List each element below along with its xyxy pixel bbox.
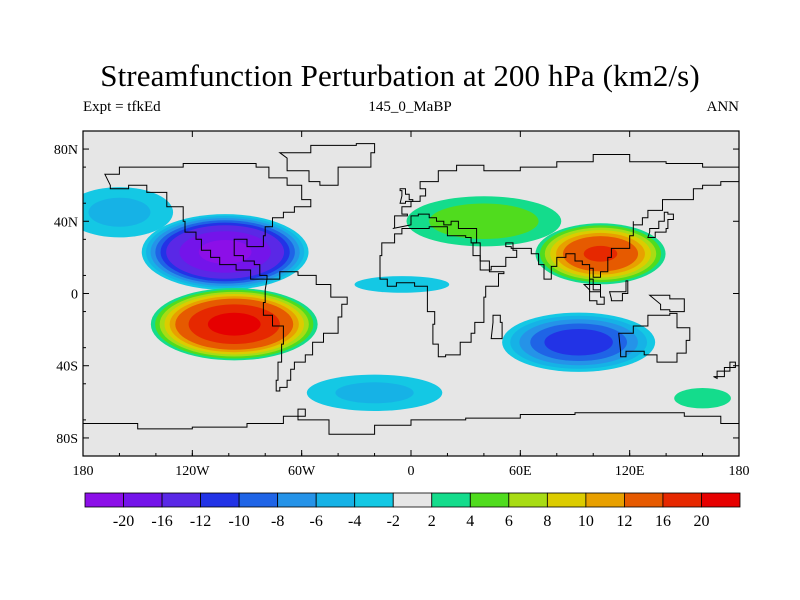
- colorbar-swatch: [431, 492, 471, 508]
- x-tick-label: 0: [408, 464, 415, 479]
- y-tick-label: 0: [71, 288, 78, 303]
- cell-southern-ocean-trough: [306, 374, 443, 411]
- colorbar-swatch: [469, 492, 510, 508]
- colorbar-swatch: [392, 492, 433, 508]
- colorbar-label: 12: [616, 513, 632, 530]
- y-tick-label: 80N: [54, 143, 78, 158]
- cell-south-indian-low: [502, 312, 656, 372]
- axis-ticks: 80N 40N 0 40S 80S 180 120W 60W 0 60E 120E 180: [54, 130, 750, 479]
- colorbar-swatch: [123, 492, 163, 508]
- colorbar-swatch: [84, 492, 124, 508]
- coastline-shape: [262, 271, 348, 392]
- colorbar-label: 20: [693, 513, 709, 530]
- coastline-shape: [104, 163, 312, 280]
- colorbar-swatch: [546, 492, 587, 508]
- cell-tropical-atlantic-low: [354, 276, 450, 293]
- season-label: ANN: [706, 99, 740, 115]
- coastlines: [83, 143, 739, 456]
- level-band: [198, 239, 252, 264]
- coastline-shape: [399, 188, 414, 204]
- colorbar-label: -10: [228, 513, 249, 530]
- experiment-label: Expt = tfkEd: [83, 99, 161, 115]
- colorbar-label: -16: [151, 513, 172, 530]
- cell-asia-high: [535, 223, 666, 285]
- colorbar-swatch: [354, 492, 394, 508]
- colorbar-label: -8: [271, 513, 284, 530]
- y-tick-label: 80S: [56, 432, 78, 447]
- colorbar-swatch: [277, 492, 317, 508]
- colorbar-swatch: [508, 492, 548, 508]
- x-tick-label: 120E: [615, 464, 645, 479]
- colorbar-label: 10: [578, 513, 594, 530]
- colorbar-swatch: [624, 492, 664, 508]
- cell-southern-pacific-ridge: [674, 388, 731, 409]
- colorbar-label: 8: [543, 513, 551, 530]
- colorbar-label: 6: [505, 513, 513, 530]
- x-tick-label: 60W: [288, 464, 316, 479]
- level-band: [674, 388, 731, 409]
- coastline-shape: [392, 154, 739, 293]
- coastline-shape: [379, 226, 505, 358]
- coastline-shape: [713, 361, 736, 380]
- colorbar-swatch: [161, 492, 201, 508]
- contour-field: [83, 131, 739, 456]
- colorbar-swatch: [200, 492, 240, 508]
- level-band: [335, 382, 414, 404]
- coastline-shape: [582, 284, 605, 305]
- colorbar-swatch: [238, 492, 279, 508]
- coastline-shape: [490, 314, 503, 340]
- cell-north-atlantic-trough: [83, 187, 174, 238]
- colorbar: -20 -16 -12 -10 -8 -6 -4 -2 2 4 6 8 10 12 16 20: [84, 492, 741, 530]
- colorbar-label: -12: [190, 513, 211, 530]
- x-tick-label: 60E: [509, 464, 532, 479]
- colorbar-label: 4: [466, 513, 474, 530]
- cell-south-pacific-high: [150, 288, 318, 361]
- colorbar-label: 16: [655, 513, 671, 530]
- level-band: [207, 312, 261, 336]
- colorbar-label: 2: [428, 513, 436, 530]
- coastline-shape: [618, 312, 691, 363]
- level-band: [88, 197, 151, 227]
- y-tick-label: 40N: [54, 215, 78, 230]
- x-tick-label: 180: [729, 464, 750, 479]
- coastline-shape: [83, 408, 739, 456]
- coastline-shape: [278, 143, 376, 186]
- colorbar-label: -4: [348, 513, 361, 530]
- y-tick-label: 40S: [56, 360, 78, 375]
- colorbar-swatch: [701, 492, 741, 508]
- level-band: [429, 203, 539, 239]
- period-label: 145_0_MaBP: [368, 99, 452, 115]
- x-tick-label: 120W: [175, 464, 210, 479]
- colorbar-swatch: [315, 492, 356, 508]
- chart-title: Streamfunction Perturbation at 200 hPa (…: [100, 58, 700, 93]
- level-band: [544, 328, 613, 356]
- colorbar-swatch: [585, 492, 625, 508]
- level-band: [354, 276, 450, 293]
- coastline-shape: [608, 280, 629, 302]
- cell-north-pacific-low: [141, 214, 309, 290]
- coastline-shape: [647, 211, 674, 238]
- x-tick-label: 180: [73, 464, 94, 479]
- cell-northern-eurasia-ridge: [406, 196, 562, 247]
- colorbar-label: -20: [113, 513, 134, 530]
- colorbar-swatch: [662, 492, 702, 508]
- colorbar-label: -2: [387, 513, 400, 530]
- colorbar-label: -6: [310, 513, 323, 530]
- coastline-shape: [648, 294, 685, 313]
